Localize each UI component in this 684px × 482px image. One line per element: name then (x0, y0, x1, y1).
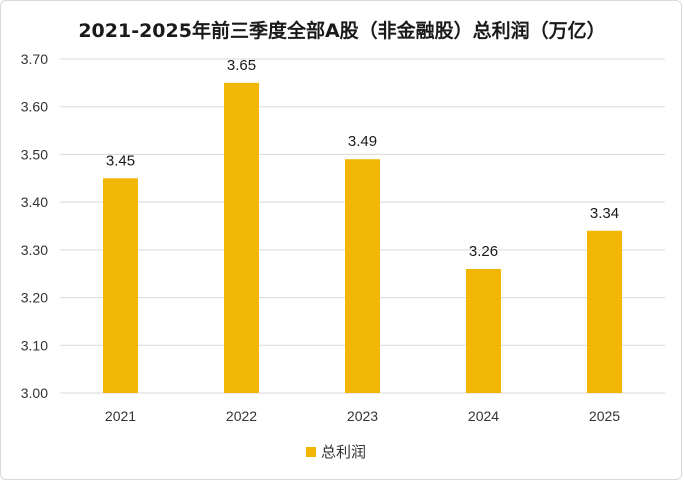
x-tick-label-2025: 2025 (589, 408, 620, 424)
bar-2021 (103, 178, 138, 393)
y-tick-label: 3.00 (21, 385, 48, 401)
bar-2022 (224, 82, 259, 393)
x-tick-label-2024: 2024 (468, 408, 499, 424)
data-label-2021: 3.45 (106, 152, 135, 169)
data-label-2024: 3.26 (469, 243, 498, 260)
data-labels: 3.45 3.65 3.49 3.26 3.34 (106, 57, 619, 260)
y-tick-label: 3.70 (21, 51, 48, 67)
data-label-2023: 3.49 (348, 133, 377, 150)
legend-swatch (306, 447, 316, 457)
data-label-2022: 3.65 (227, 57, 256, 74)
bar-2023 (345, 159, 380, 393)
x-axis-ticks: 2021 2022 2023 2024 2025 (105, 408, 620, 424)
y-tick-label: 3.50 (21, 146, 48, 162)
x-tick-label-2021: 2021 (105, 408, 136, 424)
bar-2025 (587, 230, 622, 393)
x-tick-label-2022: 2022 (226, 408, 257, 424)
bars (103, 82, 622, 393)
legend-label: 总利润 (321, 443, 366, 461)
data-label-2025: 3.34 (590, 205, 619, 222)
bar-2024 (466, 268, 501, 393)
y-tick-label: 3.20 (21, 290, 48, 306)
chart-title: 2021-2025年前三季度全部A股（非金融股）总利润（万亿） (78, 20, 606, 42)
y-axis-ticks: 3.00 3.10 3.20 3.30 3.40 3.50 3.60 3.70 (21, 51, 48, 401)
y-tick-label: 3.40 (21, 194, 48, 210)
y-tick-label: 3.10 (21, 337, 48, 353)
y-tick-label: 3.60 (21, 99, 48, 115)
y-tick-label: 3.30 (21, 242, 48, 258)
x-tick-label-2023: 2023 (347, 408, 378, 424)
legend: 总利润 (306, 443, 366, 461)
